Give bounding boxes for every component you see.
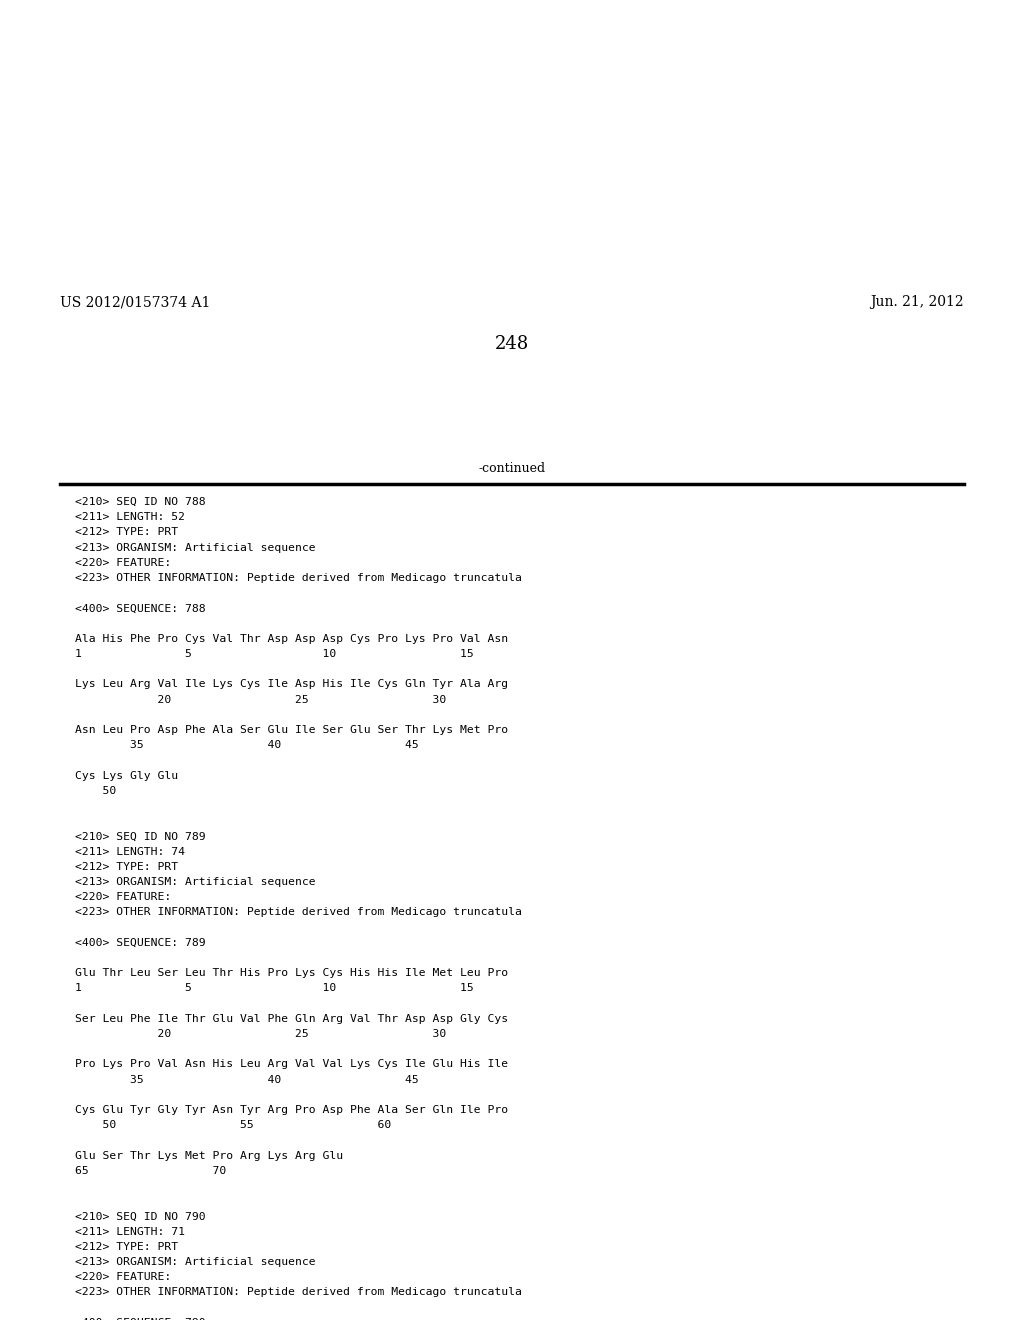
Text: 20                  25                  30: 20 25 30 <box>75 694 446 705</box>
Text: <223> OTHER INFORMATION: Peptide derived from Medicago truncatula: <223> OTHER INFORMATION: Peptide derived… <box>75 907 522 917</box>
Text: <212> TYPE: PRT: <212> TYPE: PRT <box>75 1242 178 1251</box>
Text: 50                  55                  60: 50 55 60 <box>75 1121 391 1130</box>
Text: <220> FEATURE:: <220> FEATURE: <box>75 892 171 902</box>
Text: Cys Lys Gly Glu: Cys Lys Gly Glu <box>75 771 178 780</box>
Text: US 2012/0157374 A1: US 2012/0157374 A1 <box>60 294 210 309</box>
Text: <400> SEQUENCE: 788: <400> SEQUENCE: 788 <box>75 603 206 614</box>
Text: <210> SEQ ID NO 788: <210> SEQ ID NO 788 <box>75 498 206 507</box>
Text: <223> OTHER INFORMATION: Peptide derived from Medicago truncatula: <223> OTHER INFORMATION: Peptide derived… <box>75 1287 522 1298</box>
Text: Asn Leu Pro Asp Phe Ala Ser Glu Ile Ser Glu Ser Thr Lys Met Pro: Asn Leu Pro Asp Phe Ala Ser Glu Ile Ser … <box>75 725 508 735</box>
Text: Pro Lys Pro Val Asn His Leu Arg Val Val Lys Cys Ile Glu His Ile: Pro Lys Pro Val Asn His Leu Arg Val Val … <box>75 1060 508 1069</box>
Text: Glu Thr Leu Ser Leu Thr His Pro Lys Cys His His Ile Met Leu Pro: Glu Thr Leu Ser Leu Thr His Pro Lys Cys … <box>75 968 508 978</box>
Text: <400> SEQUENCE: 790: <400> SEQUENCE: 790 <box>75 1317 206 1320</box>
Text: <210> SEQ ID NO 789: <210> SEQ ID NO 789 <box>75 832 206 841</box>
Text: 50: 50 <box>75 785 117 796</box>
Text: <220> FEATURE:: <220> FEATURE: <box>75 1272 171 1282</box>
Text: 65                  70: 65 70 <box>75 1166 226 1176</box>
Text: <211> LENGTH: 52: <211> LENGTH: 52 <box>75 512 185 523</box>
Text: <212> TYPE: PRT: <212> TYPE: PRT <box>75 862 178 871</box>
Text: Lys Leu Arg Val Ile Lys Cys Ile Asp His Ile Cys Gln Tyr Ala Arg: Lys Leu Arg Val Ile Lys Cys Ile Asp His … <box>75 680 508 689</box>
Text: <400> SEQUENCE: 789: <400> SEQUENCE: 789 <box>75 937 206 948</box>
Text: <211> LENGTH: 71: <211> LENGTH: 71 <box>75 1226 185 1237</box>
Text: Glu Ser Thr Lys Met Pro Arg Lys Arg Glu: Glu Ser Thr Lys Met Pro Arg Lys Arg Glu <box>75 1151 343 1160</box>
Text: -continued: -continued <box>478 462 546 475</box>
Text: <213> ORGANISM: Artificial sequence: <213> ORGANISM: Artificial sequence <box>75 1257 315 1267</box>
Text: 20                  25                  30: 20 25 30 <box>75 1030 446 1039</box>
Text: <213> ORGANISM: Artificial sequence: <213> ORGANISM: Artificial sequence <box>75 876 315 887</box>
Text: <220> FEATURE:: <220> FEATURE: <box>75 558 171 568</box>
Text: Ser Leu Phe Ile Thr Glu Val Phe Gln Arg Val Thr Asp Asp Gly Cys: Ser Leu Phe Ile Thr Glu Val Phe Gln Arg … <box>75 1014 508 1024</box>
Text: Jun. 21, 2012: Jun. 21, 2012 <box>870 294 964 309</box>
Text: Ala His Phe Pro Cys Val Thr Asp Asp Asp Cys Pro Lys Pro Val Asn: Ala His Phe Pro Cys Val Thr Asp Asp Asp … <box>75 634 508 644</box>
Text: 35                  40                  45: 35 40 45 <box>75 741 419 750</box>
Text: 248: 248 <box>495 335 529 352</box>
Text: <223> OTHER INFORMATION: Peptide derived from Medicago truncatula: <223> OTHER INFORMATION: Peptide derived… <box>75 573 522 583</box>
Text: 35                  40                  45: 35 40 45 <box>75 1074 419 1085</box>
Text: <213> ORGANISM: Artificial sequence: <213> ORGANISM: Artificial sequence <box>75 543 315 553</box>
Text: <210> SEQ ID NO 790: <210> SEQ ID NO 790 <box>75 1212 206 1221</box>
Text: <211> LENGTH: 74: <211> LENGTH: 74 <box>75 846 185 857</box>
Text: 1               5                   10                  15: 1 5 10 15 <box>75 649 474 659</box>
Text: <212> TYPE: PRT: <212> TYPE: PRT <box>75 528 178 537</box>
Text: Cys Glu Tyr Gly Tyr Asn Tyr Arg Pro Asp Phe Ala Ser Gln Ile Pro: Cys Glu Tyr Gly Tyr Asn Tyr Arg Pro Asp … <box>75 1105 508 1115</box>
Text: 1               5                   10                  15: 1 5 10 15 <box>75 983 474 994</box>
